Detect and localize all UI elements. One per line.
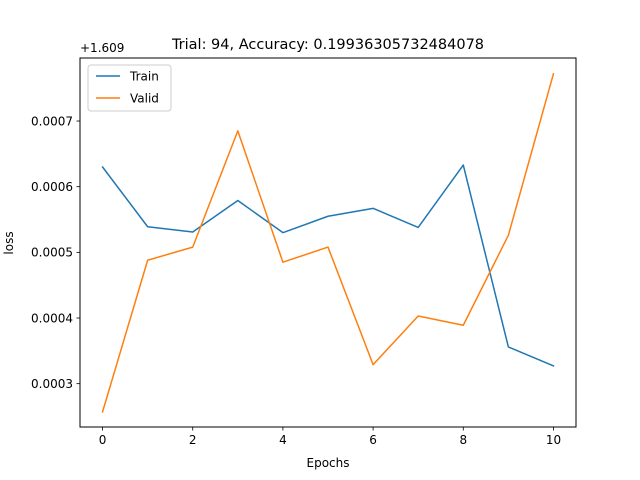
legend-label-valid: Valid — [130, 92, 159, 106]
legend: Train Valid — [87, 64, 172, 112]
series-line-valid — [101, 72, 555, 413]
y-axis: 0.0003 0.0004 0.0005 0.0006 0.0007 — [31, 114, 80, 391]
x-tick-label: 2 — [189, 433, 197, 447]
axes-frame — [79, 57, 577, 428]
x-tick-label: 6 — [369, 433, 377, 447]
y-offset-label: +1.609 — [80, 41, 124, 55]
x-tick-label: 4 — [279, 433, 287, 447]
legend-label-train: Train — [129, 70, 159, 84]
y-tick-label: 0.0003 — [31, 377, 73, 391]
y-tick-label: 0.0006 — [31, 180, 73, 194]
x-axis: 0 2 4 6 8 10 — [99, 427, 561, 447]
y-axis-label: loss — [2, 231, 16, 254]
y-tick-label: 0.0007 — [31, 114, 73, 128]
chart-title: Trial: 94, Accuracy: 0.19936305732484078 — [171, 37, 484, 53]
y-tick-label: 0.0004 — [31, 311, 73, 325]
series-layer — [101, 72, 555, 413]
y-tick-label: 0.0005 — [31, 246, 73, 260]
x-axis-label: Epochs — [307, 456, 350, 470]
x-tick-label: 10 — [546, 433, 561, 447]
x-tick-label: 0 — [99, 433, 107, 447]
series-line-train — [101, 164, 555, 367]
plot-area — [79, 57, 577, 428]
x-tick-label: 8 — [459, 433, 467, 447]
